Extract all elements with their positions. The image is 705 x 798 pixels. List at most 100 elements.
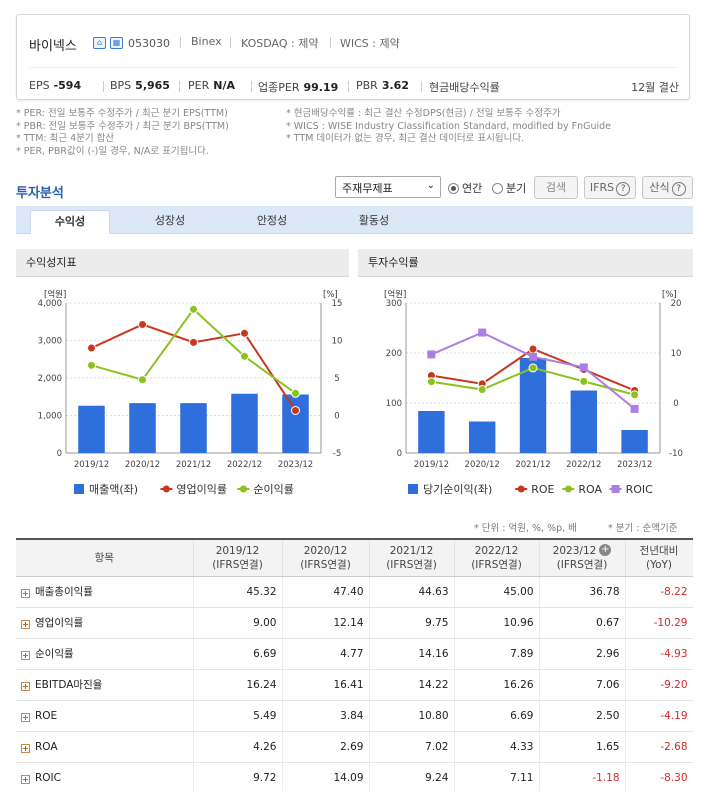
home-icon[interactable]: ⌂ <box>93 37 106 49</box>
bar-2 <box>519 358 547 453</box>
cell-yoy: -4.93 <box>625 638 693 670</box>
cell-yoy: -10.29 <box>625 607 693 639</box>
cell-value: 0.67 <box>539 607 626 639</box>
left-tick-label: 4,000 <box>38 299 62 309</box>
notes-right: * 현금배당수익률 : 최근 결산 수정DPS(현금) / 전일 보통주 수정주… <box>286 108 611 146</box>
tab-activity[interactable]: 활동성 <box>358 214 390 227</box>
cell-value: 14.22 <box>369 669 455 701</box>
divider <box>103 81 104 92</box>
company-info-icon[interactable]: ▦ <box>110 37 123 49</box>
legend-label: ROA <box>578 483 602 496</box>
section-title: 투자분석 <box>16 186 64 201</box>
bar-0 <box>78 405 105 453</box>
cell-value: 9.24 <box>369 762 455 791</box>
cell-value: -1.18 <box>539 762 626 791</box>
note-line: * TTM: 최근 4분기 합산 <box>16 133 115 145</box>
company-header-card: 바이넥스 ⌂ ▦ 053030 Binex KOSDAQ : 제약 WICS :… <box>16 14 690 100</box>
cell-value: 47.40 <box>282 576 370 608</box>
row-label[interactable]: + ROIC <box>16 762 194 791</box>
data-point <box>478 328 487 337</box>
x-tick-label: 2022/12 <box>227 460 262 470</box>
expand-row-icon[interactable]: + <box>21 589 30 598</box>
bar-0 <box>418 411 445 453</box>
expand-columns-icon[interactable]: + <box>599 543 612 556</box>
panel-title-profitability: 수익성지표 <box>16 249 349 277</box>
search-button[interactable]: 검색 <box>534 176 578 199</box>
row-label[interactable]: + ROE <box>16 700 194 732</box>
cell-value: 9.75 <box>369 607 455 639</box>
cell-value: 9.00 <box>193 607 283 639</box>
row-label[interactable]: + 매출총이익률 <box>16 576 194 608</box>
cell-value: 7.89 <box>454 638 540 670</box>
stat-eps: EPS -594 <box>29 79 82 92</box>
cell-value: 7.02 <box>369 731 455 763</box>
ifrs-help-button[interactable]: IFRS? <box>584 176 636 199</box>
expand-row-icon[interactable]: + <box>21 774 30 784</box>
market-label: KOSDAQ : 제약 <box>241 37 319 50</box>
tab-stability[interactable]: 안정성 <box>256 214 288 227</box>
x-tick-label: 2019/12 <box>74 460 109 470</box>
x-tick-label: 2020/12 <box>125 460 160 470</box>
data-point <box>240 351 249 361</box>
col-header-period: 2020/12 (IFRS연결) <box>282 540 370 577</box>
expand-row-icon[interactable]: + <box>21 743 30 753</box>
statement-type-select[interactable]: 주재무제표 ⌄ <box>335 176 441 198</box>
note-line: * PER, PBR값이 (-)일 경우, N/A로 표기됩니다. <box>16 145 209 157</box>
col-header-yoy: 전년대비 (YoY) <box>625 540 693 577</box>
note-line: * PER: 전일 보통주 수정주가 / 최근 분기 EPS(TTM) <box>16 108 228 119</box>
cell-value: 1.65 <box>539 731 626 763</box>
row-label[interactable]: + EBITDA마진율 <box>16 669 194 701</box>
cell-value: 3.84 <box>282 700 370 732</box>
row-label[interactable]: + ROA <box>16 731 194 763</box>
expand-row-icon[interactable]: + <box>21 620 30 629</box>
left-tick-label: 1,000 <box>38 412 62 422</box>
radio-quarter[interactable]: 분기 <box>492 180 526 196</box>
left-axis-unit: [억원] <box>384 289 406 300</box>
x-tick-label: 2023/12 <box>278 460 313 470</box>
tab-growth[interactable]: 성장성 <box>154 214 186 227</box>
x-tick-label: 2019/12 <box>414 460 449 470</box>
legend-label: ROIC <box>626 483 654 496</box>
x-tick-label: 2022/12 <box>566 460 601 470</box>
data-point <box>291 405 300 415</box>
bar-4 <box>282 394 309 453</box>
stat-per: PER N/A <box>188 79 235 92</box>
cell-yoy: -2.68 <box>625 731 693 763</box>
quarter-note: * 분기 : 순액기준 <box>608 523 678 534</box>
cell-yoy: -8.22 <box>625 576 693 608</box>
right-axis-unit: [%] <box>323 290 338 300</box>
cell-value: 4.26 <box>193 731 283 763</box>
right-tick-label: 0 <box>334 412 339 422</box>
note-line: * PBR: 전일 보통주 수정주가 / 최근 분기 BPS(TTM) <box>16 120 229 132</box>
cell-value: 12.14 <box>282 607 370 639</box>
x-tick-label: 2023/12 <box>617 460 652 470</box>
data-point <box>630 404 639 413</box>
stock-code: 053030 <box>128 37 170 50</box>
expand-row-icon[interactable]: + <box>21 651 30 660</box>
cell-value: 45.32 <box>193 576 283 608</box>
divider <box>348 81 349 92</box>
data-point <box>528 344 538 354</box>
expand-row-icon[interactable]: + <box>21 682 30 691</box>
cell-value: 45.00 <box>454 576 540 608</box>
expand-row-icon[interactable]: + <box>21 712 30 722</box>
right-tick-label: 15 <box>332 299 343 309</box>
tab-profitability[interactable]: 수익성 <box>30 210 110 234</box>
data-point <box>426 377 436 387</box>
radio-annual[interactable]: 연간 <box>448 180 482 196</box>
row-label[interactable]: + 순이익률 <box>16 638 194 670</box>
formula-help-button[interactable]: 산식? <box>642 176 693 199</box>
bar-3 <box>231 393 258 453</box>
table-header-row: 항목 2019/12 (IFRS연결) 2020/12 (IFRS연결) 2021/… <box>16 540 693 577</box>
note-line: * WICS : WISE Industry Classification St… <box>286 120 612 132</box>
legend-label: 매출액(좌) <box>89 483 138 496</box>
bar-1 <box>129 403 156 453</box>
bar-4 <box>621 430 648 453</box>
data-point <box>291 388 300 398</box>
right-tick-label: 5 <box>334 374 339 384</box>
data-point <box>477 385 487 395</box>
row-label[interactable]: + 영업이익률 <box>16 607 194 639</box>
right-tick-label: 10 <box>671 349 682 359</box>
bar-3 <box>570 390 598 453</box>
data-point <box>579 363 588 372</box>
